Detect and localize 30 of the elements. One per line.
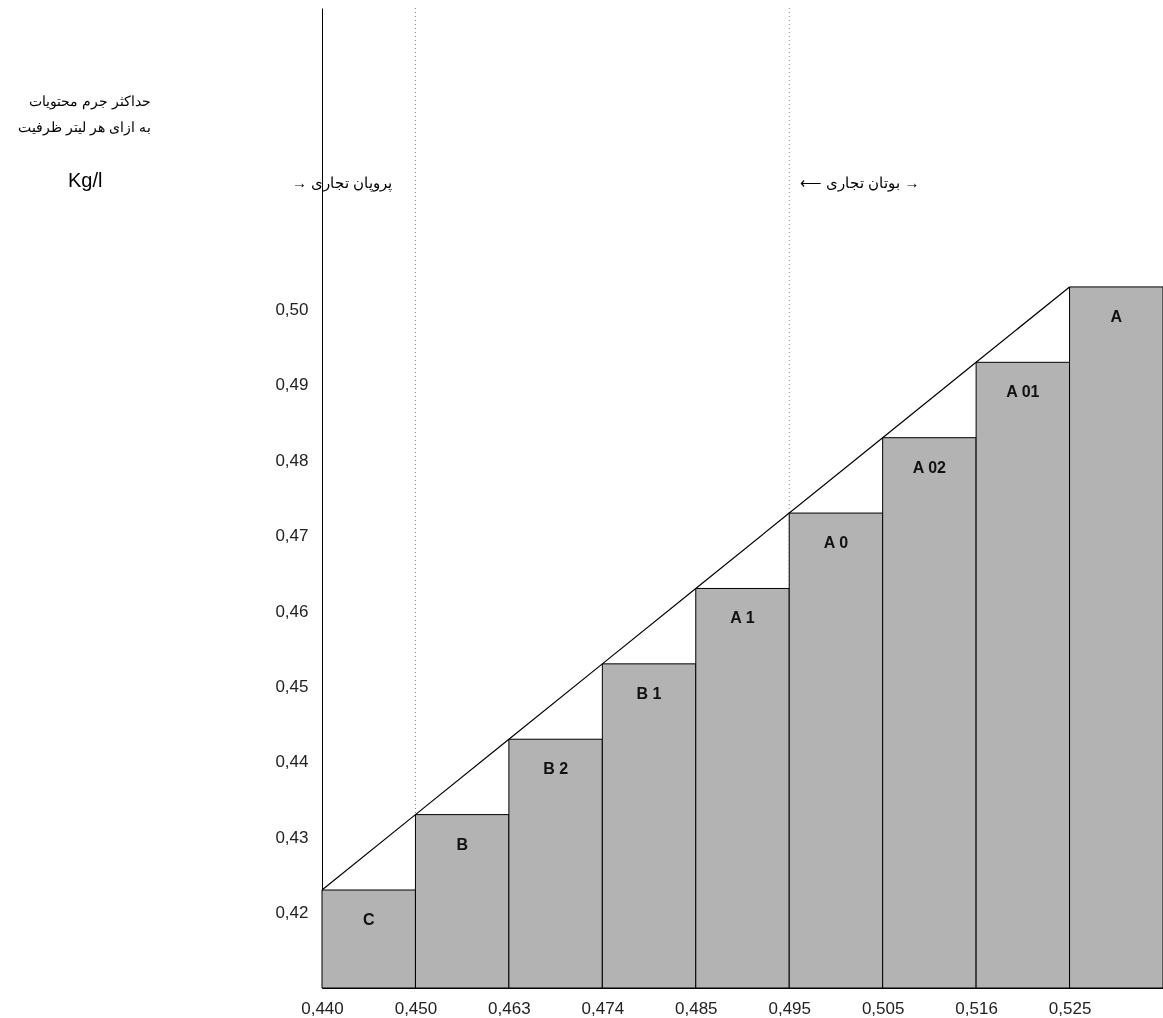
data-label: A 01 — [1006, 383, 1040, 401]
x-tick-label: 0,516 — [955, 998, 998, 1018]
x-tick-label: 0,525 — [1048, 998, 1092, 1018]
y-tick-label: 0,48 — [275, 450, 309, 470]
y-tick-label: 0,43 — [275, 827, 309, 847]
data-label: B — [456, 835, 468, 853]
data-label: A 1 — [730, 609, 755, 627]
y-tick-label: 0,47 — [275, 526, 309, 546]
y-tick-label: 0,46 — [275, 601, 309, 621]
x-tick-label: 0,474 — [581, 998, 625, 1018]
x-tick-label: 0,440 — [301, 998, 344, 1018]
data-label: B 1 — [636, 684, 662, 702]
annotation: ⟵ بوتان تجاری → — [800, 174, 920, 192]
data-label: B 2 — [543, 760, 569, 778]
y-tick-label: 0,49 — [275, 375, 309, 395]
data-label: C — [362, 911, 375, 928]
data-label: A 0 — [823, 534, 849, 552]
text: حداکثر جرم محتویات به ازای هر لیتر ظرفیت — [18, 92, 151, 138]
y-tick-label: 0,42 — [275, 903, 309, 923]
x-tick-label: 0,463 — [488, 998, 531, 1018]
data-label: A — [1110, 307, 1123, 325]
data-label: A 02 — [912, 458, 947, 476]
text: Kg/l — [68, 168, 103, 192]
x-tick-label: 0,505 — [861, 998, 905, 1018]
x-tick-label: 0,485 — [675, 998, 718, 1018]
y-tick-label: 0,44 — [275, 752, 309, 772]
y-tick-label: 0,50 — [275, 300, 309, 320]
x-tick-label: 0,495 — [768, 998, 811, 1018]
x-tick-label: 0,450 — [394, 998, 438, 1018]
y-tick-label: 0,45 — [275, 676, 309, 696]
